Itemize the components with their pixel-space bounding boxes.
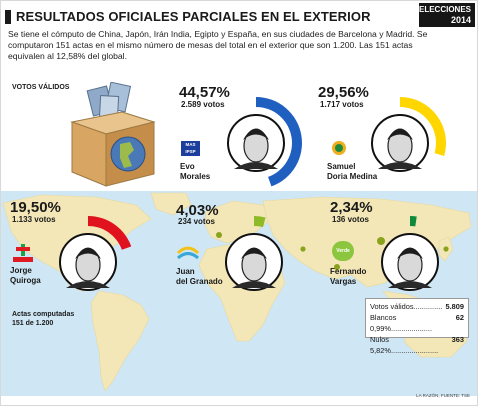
cand-1-votes: 2.589 votos: [181, 100, 225, 109]
actas-count: Actas computadas 151 de 1.200: [12, 310, 74, 328]
cand-3-name-last: Quiroga: [10, 276, 41, 285]
actas-label: Actas computadas: [12, 311, 75, 318]
cand-3-votes: 1.133 votos: [12, 215, 56, 224]
cand-5-name-last: Vargas: [330, 277, 357, 286]
cand-4-votes: 234 votos: [178, 217, 215, 226]
unidad-demócrata-icon: [332, 141, 346, 155]
cand-5-name-first: Fernando: [330, 267, 367, 276]
japan-marker: [443, 246, 449, 252]
china-marker: [377, 237, 385, 245]
badge-label: ELECCIONES: [419, 5, 472, 14]
stats-nulos-label: Nulos 5,82%.......................: [370, 335, 439, 355]
cand-1-name-last: Morales: [180, 172, 211, 181]
candidate-portrait-2: [371, 114, 429, 172]
stats-validos-label: Votos válidos..............: [370, 302, 443, 311]
candidate-portrait-1: [227, 114, 285, 172]
stats-row-blancos: Blancos 0,99%.................... 62: [370, 312, 464, 334]
world-map: [1, 191, 477, 396]
unidad-demócrata-logo: [328, 140, 350, 160]
share-arc-4: [254, 216, 266, 228]
source-credit: LA RAZÓN, FUENTE: TSE: [416, 393, 470, 398]
ballot-papers-icon: [86, 82, 132, 121]
valid-votes-heading: VOTOS VÁLIDOS: [12, 84, 70, 91]
cand-4-pct: 4,03%: [176, 202, 219, 219]
stats-row-nulos: Nulos 5,82%....................... 363: [370, 334, 464, 356]
stats-blancos-value: 62: [455, 313, 464, 322]
cand-2-votes: 1.717 votos: [320, 100, 364, 109]
mas-party-logo: MAS IPSP: [181, 141, 200, 156]
candidate-portrait-5: [381, 233, 439, 291]
verde-party-logo: Verde: [332, 241, 354, 261]
pdc-cross-icon: [13, 244, 33, 262]
iran-marker: [300, 246, 306, 252]
page-title: RESULTADOS OFICIALES PARCIALES EN EL EXT…: [16, 9, 371, 24]
stats-blancos-label: Blancos 0,99%....................: [370, 313, 433, 333]
msm-logo-icon: [176, 246, 200, 260]
share-arc-3: [88, 216, 132, 250]
intro-paragraph: Se tiene el cómputo de China, Japón, Irá…: [8, 29, 428, 61]
cand-2-name-first: Samuel: [327, 162, 356, 171]
share-arc-2: [400, 97, 446, 157]
cand-3-pct: 19,50%: [10, 199, 61, 216]
cand-2-pct: 29,56%: [318, 84, 369, 101]
title-accent-bar: [5, 10, 11, 24]
share-arc-1: [256, 97, 303, 187]
cand-1-pct: 44,57%: [179, 84, 230, 101]
share-arc-5: [410, 216, 417, 227]
pdc-party-logo: [12, 243, 34, 263]
cand-5-votes: 136 votos: [332, 215, 369, 224]
candidate-portrait-3: [59, 233, 117, 291]
badge-year: 2014: [450, 15, 471, 25]
cand-1-name-first: Evo: [180, 162, 195, 171]
actas-value: 151 de 1.200: [12, 320, 54, 327]
stats-row-validos: Votos válidos.............. 5.809: [370, 301, 464, 312]
globe-icon: [110, 136, 146, 172]
vote-stats-box: Votos válidos.............. 5.809 Blanco…: [365, 298, 469, 355]
stats-nulos-value: 363: [451, 335, 464, 344]
india-marker: [334, 264, 340, 270]
candidate-portrait-4: [225, 233, 283, 291]
cand-4-name-last: del Granado: [176, 277, 223, 286]
cand-5-pct: 2,34%: [330, 199, 373, 216]
spain-marker: [216, 232, 222, 238]
ballot-box-illustration: [70, 82, 156, 187]
stats-validos-value: 5.809: [445, 302, 465, 311]
msm-party-logo: [176, 243, 200, 261]
cand-2-name-last: Doria Medina: [327, 172, 378, 181]
elections-badge: ELECCIONES 2014: [419, 3, 475, 27]
cand-3-name-first: Jorge: [10, 266, 32, 275]
cand-4-name-first: Juan: [176, 267, 195, 276]
